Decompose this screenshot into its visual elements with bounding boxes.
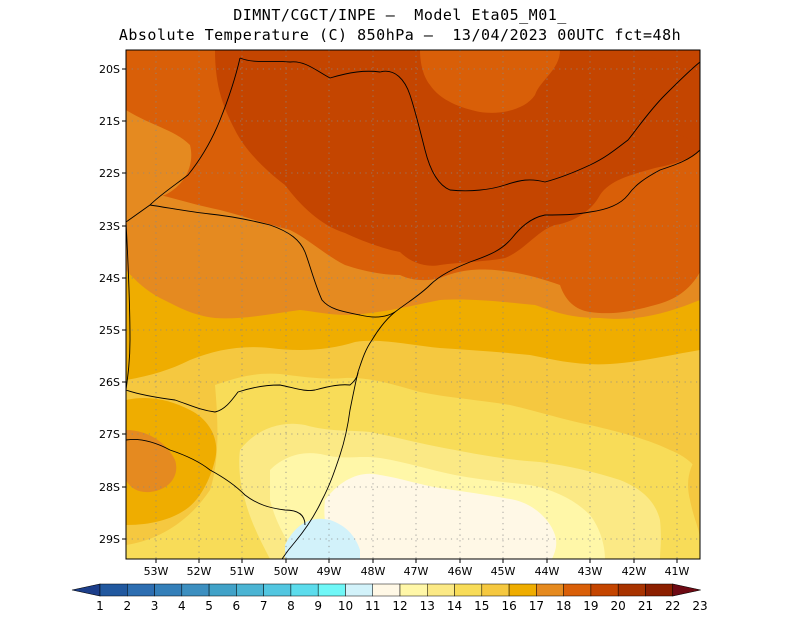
lon-label: 49W [317,565,342,578]
colorbar-label: 2 [123,599,131,613]
lat-label: 25S [99,324,120,337]
colorbar-segment [454,583,483,597]
chart-title-line1: DIMNT/CGCT/INPE – Model Eta05_M01_ [233,6,567,24]
colorbar-label: 22 [665,599,680,613]
colorbar-segment [372,583,401,597]
colorbar-segment [99,583,128,597]
colorbar-segment [427,583,455,597]
border-sp-rj [544,61,701,183]
lon-label: 52W [187,565,212,578]
lon-label: 48W [361,565,386,578]
colorbar-segment [563,583,592,597]
border-mg-sp [239,57,546,192]
colorbar-segment [181,583,210,597]
lon-label: 43W [578,565,603,578]
colorbar-label: 4 [178,599,186,613]
latitude-labels: 20S 21S 22S 23S 24S 25S 26S 27S 28S 29S [99,63,126,546]
border-west [125,221,131,391]
colorbar-label: 8 [287,599,295,613]
colorbar-segment [127,583,155,597]
colorbar-segment [345,583,373,597]
field-10-11 [285,518,360,559]
lon-label: 41W [665,565,690,578]
colorbar-segment [508,583,537,597]
colorbar-arrow-left [71,583,101,597]
field-18-19-north [420,50,560,113]
field-17-18-sw [126,430,177,493]
colorbar-label: 16 [501,599,516,613]
colorbar-segment [536,583,564,597]
border-pr-sc [125,371,359,413]
colorbar-label: 13 [420,599,435,613]
lon-label: 45W [491,565,516,578]
lat-label: 28S [99,481,120,494]
colorbar-segment [290,583,319,597]
field-17-18-west [126,110,192,198]
lat-label: 22S [99,167,120,180]
colorbar-segment [399,583,428,597]
colorbar-segment [617,583,646,597]
colorbar-segment [317,583,346,597]
longitude-labels: 53W 52W 51W 50W 49W 48W 47W 46W 45W 44W 43W 42W 41W [144,559,690,578]
colorbar-label: 3 [151,599,159,613]
colorbar-label: 1 [96,599,104,613]
colorbar-label: 7 [260,599,268,613]
colorbar-segment [645,583,673,597]
lat-label: 23S [99,220,120,233]
colorbar-segment [590,583,619,597]
lon-label: 47W [404,565,429,578]
field-11-12 [324,473,557,559]
colorbar-label: 15 [474,599,489,613]
lon-label: 46W [448,565,473,578]
chart-title-line2: Absolute Temperature (C) 850hPa – 13/04/… [118,26,682,44]
field-19-20 [215,50,700,266]
colorbar-segment [263,583,292,597]
colorbar-label: 6 [233,599,241,613]
coastline-and-borders [125,57,701,560]
colorbar-arrow-right [672,583,701,597]
colorbar-label: 10 [338,599,353,613]
colorbar-segment [236,583,264,597]
lat-label: 27S [99,428,120,441]
border-pr-sp [149,204,396,318]
lon-label: 42W [622,565,647,578]
lat-label: 20S [99,63,120,76]
lat-label: 26S [99,376,120,389]
colorbar-segment [481,583,510,597]
map-frame [125,49,701,560]
border-sc-rs [125,439,306,526]
colorbar-segment [208,583,237,597]
lon-label: 44W [535,565,560,578]
field-15-16-east [688,452,700,540]
colorbar-label: 5 [205,599,213,613]
lat-label: 21S [99,115,120,128]
colorbar-label: 11 [365,599,380,613]
colorbar-label: 12 [392,599,407,613]
colorbar-label: 21 [638,599,653,613]
colorbar-segment [154,583,183,597]
colorbar-label: 20 [611,599,626,613]
lon-label: 53W [144,565,169,578]
colorbar-label: 17 [529,599,544,613]
temperature-fields [126,50,700,559]
lon-label: 50W [274,565,299,578]
colorbar-label: 23 [692,599,707,613]
lat-label: 24S [99,272,120,285]
colorbar-label: 19 [583,599,598,613]
border-ms-sp [125,57,241,223]
colorbar-label: 9 [314,599,322,613]
lon-label: 51W [230,565,255,578]
colorbar: 1 2 3 4 5 6 7 8 9 10 11 12 13 14 15 16 17 18 19 20 21 22 23 [71,583,708,613]
lat-label: 29S [99,533,120,546]
colorbar-label: 18 [556,599,571,613]
coastline [281,149,701,560]
colorbar-label: 14 [447,599,462,613]
